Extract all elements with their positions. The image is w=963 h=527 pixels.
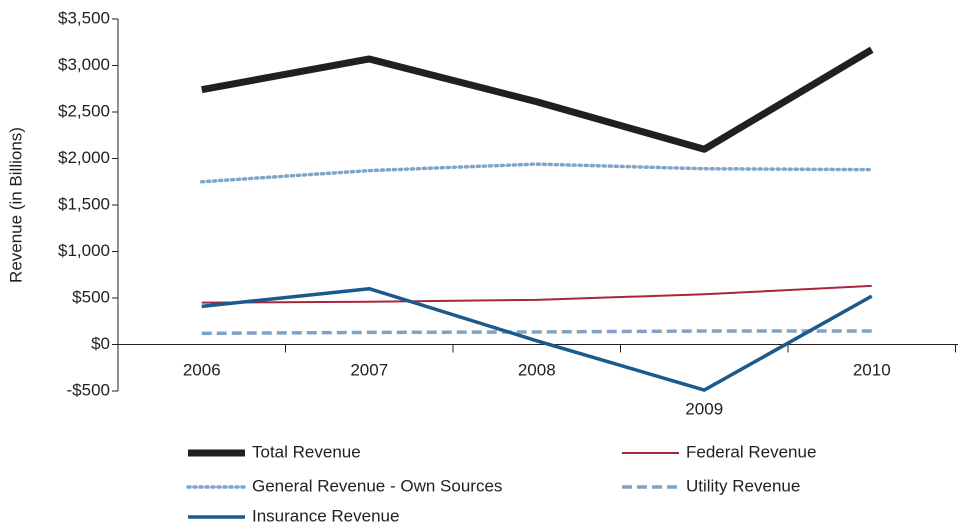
- x-tick-label: 2010: [853, 360, 891, 379]
- x-tick-label: 2008: [518, 360, 556, 379]
- series-line: [200, 162, 874, 184]
- legend-label: Total Revenue: [252, 442, 361, 461]
- y-tick-label: $3,000: [58, 55, 110, 74]
- x-tick-label: 2009: [685, 399, 723, 418]
- series-line: [201, 329, 872, 336]
- legend-label: General Revenue - Own Sources: [252, 476, 502, 495]
- y-tick-label: $1,000: [58, 241, 110, 260]
- y-tick-label: $3,500: [58, 8, 110, 27]
- y-tick-label: $500: [72, 287, 110, 306]
- legend-label: Federal Revenue: [686, 442, 816, 461]
- y-axis-label: Revenue (in Billions): [6, 127, 25, 283]
- y-tick-label: $0: [91, 334, 110, 353]
- y-tick-label: -$500: [67, 380, 110, 399]
- x-tick-label: 2007: [350, 360, 388, 379]
- legend-label: Utility Revenue: [686, 476, 800, 495]
- y-tick-label: $1,500: [58, 194, 110, 213]
- y-tick-label: $2,000: [58, 148, 110, 167]
- series-line: [201, 286, 873, 392]
- y-tick-label: $2,500: [58, 101, 110, 120]
- x-tick-label: 2006: [183, 360, 221, 379]
- series-line: [201, 284, 872, 304]
- legend-label: Insurance Revenue: [252, 506, 399, 525]
- series-line: [201, 46, 874, 153]
